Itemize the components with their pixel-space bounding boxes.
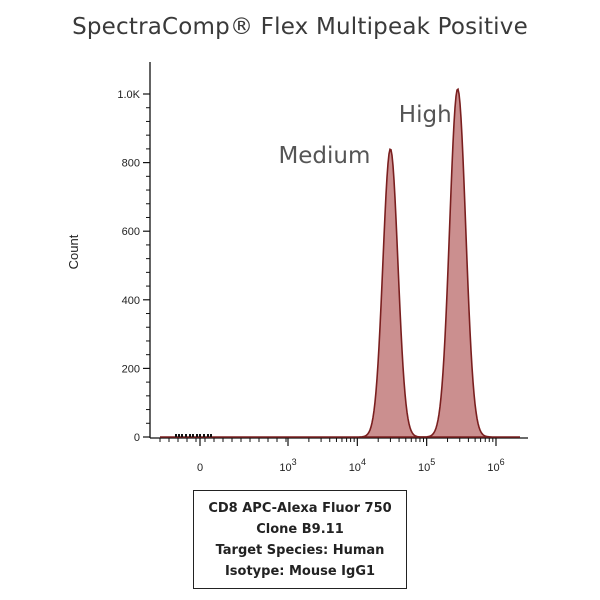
noise-event [196, 434, 198, 437]
y-tick-label: 200 [122, 363, 140, 375]
noise-event [185, 434, 187, 437]
histogram-area [160, 87, 520, 438]
chart-title: SpectraComp® Flex Multipeak Positive [72, 14, 528, 40]
info-line-reagent: CD8 APC-Alexa Fluor 750 [208, 500, 392, 516]
info-line-species: Target Species: Human [215, 542, 385, 558]
x-tick-label: 103 [279, 457, 296, 474]
noise-event [207, 434, 209, 437]
x-tick-label: 106 [487, 457, 504, 474]
peak-label-high: High [399, 102, 452, 128]
y-tick-label: 800 [122, 158, 140, 170]
info-line-clone: Clone B9.11 [256, 521, 344, 537]
y-tick-label: 1.0K [117, 89, 140, 101]
info-line-isotype: Isotype: Mouse IgG1 [224, 563, 376, 579]
y-tick-label: 600 [122, 226, 140, 238]
noise-event [199, 434, 201, 437]
peak-label-medium: Medium [278, 143, 370, 169]
noise-event [181, 434, 183, 437]
noise-event [189, 434, 191, 437]
noise-event [203, 434, 205, 437]
y-tick-label: 400 [122, 295, 140, 307]
x-tick-label: 105 [418, 457, 435, 474]
noise-event [192, 434, 194, 437]
x-tick-label: 104 [349, 457, 366, 474]
reagent-info-box: CD8 APC-Alexa Fluor 750 Clone B9.11 Targ… [193, 490, 407, 589]
y-tick-label: 0 [134, 432, 140, 444]
noise-event [178, 434, 180, 437]
noise-event [175, 434, 177, 437]
y-axis-label: Count [66, 234, 81, 269]
x-tick-label: 0 [197, 462, 203, 474]
noise-event [210, 434, 212, 437]
